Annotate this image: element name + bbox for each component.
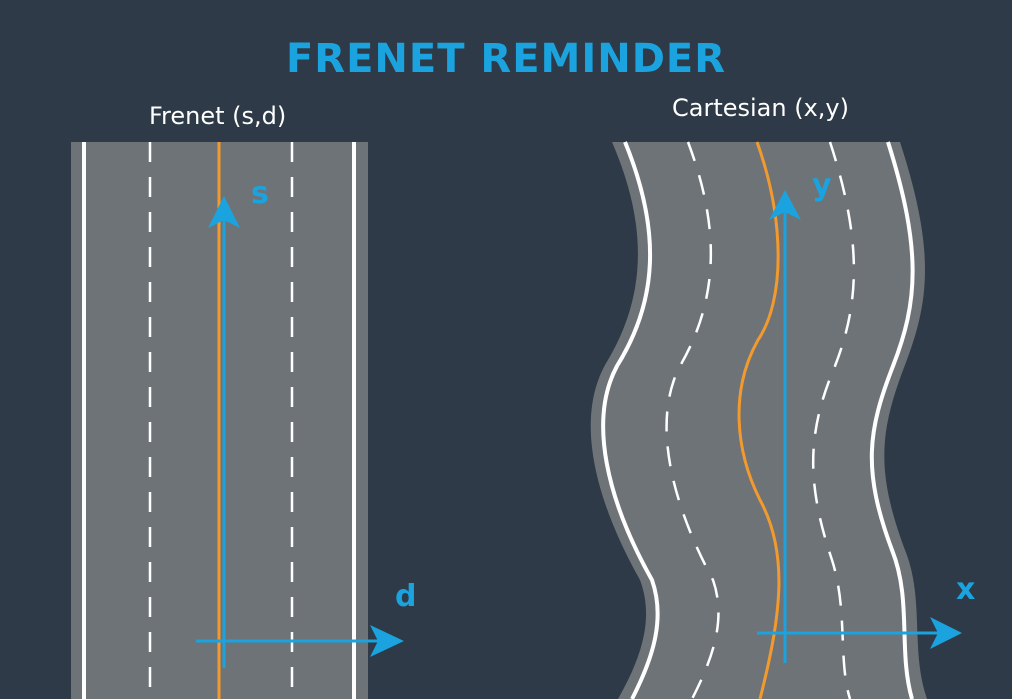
frenet-road [71, 142, 368, 699]
s-axis-arrowhead [208, 196, 240, 228]
cartesian-left-edge-line [601, 141, 660, 699]
y-axis-label: y [812, 168, 832, 203]
cartesian-x-axis [757, 617, 962, 649]
page-title: FRENET REMINDER [285, 36, 727, 82]
frenet-s-axis [208, 196, 240, 668]
cartesian-lane-divider-left [665, 141, 720, 699]
x-axis-label: x [956, 572, 975, 607]
s-axis-label: s [251, 176, 269, 211]
cartesian-right-edge-line [869, 141, 915, 699]
cartesian-trajectory [737, 141, 781, 699]
frenet-d-axis [196, 625, 404, 657]
d-axis-arrowhead [370, 625, 404, 657]
cartesian-lane-divider-right [811, 141, 856, 699]
y-axis-arrowhead [769, 190, 801, 220]
frenet-label: Frenet (s,d) [149, 102, 287, 130]
cartesian-road [590, 141, 927, 699]
cartesian-road-surface [590, 142, 927, 699]
cartesian-label: Cartesian (x,y) [672, 94, 849, 122]
x-axis-arrowhead [930, 617, 962, 649]
d-axis-label: d [395, 579, 416, 614]
cartesian-y-axis [769, 190, 801, 663]
